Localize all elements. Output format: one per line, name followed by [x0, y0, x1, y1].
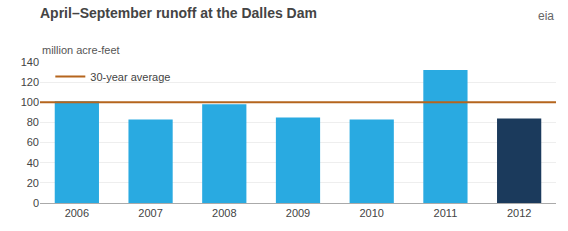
- svg-text:30-year average: 30-year average: [90, 71, 170, 83]
- svg-text:2009: 2009: [286, 207, 310, 219]
- svg-text:2006: 2006: [65, 207, 89, 219]
- svg-text:2010: 2010: [359, 207, 383, 219]
- svg-text:120: 120: [21, 76, 39, 88]
- svg-text:2011: 2011: [434, 207, 458, 219]
- svg-text:2012: 2012: [507, 207, 531, 219]
- svg-text:140: 140: [21, 56, 39, 68]
- svg-text:2007: 2007: [138, 207, 162, 219]
- svg-text:20: 20: [27, 177, 39, 189]
- svg-text:eia: eia: [538, 9, 554, 23]
- svg-text:100: 100: [21, 96, 39, 108]
- svg-text:0: 0: [33, 197, 39, 209]
- svg-text:40: 40: [27, 157, 39, 169]
- svg-text:80: 80: [27, 116, 39, 128]
- svg-text:million acre-feet: million acre-feet: [42, 44, 120, 56]
- svg-text:April–September runoff at the: April–September runoff at the Dalles Dam: [40, 5, 317, 21]
- svg-text:2008: 2008: [212, 207, 236, 219]
- svg-text:60: 60: [27, 136, 39, 148]
